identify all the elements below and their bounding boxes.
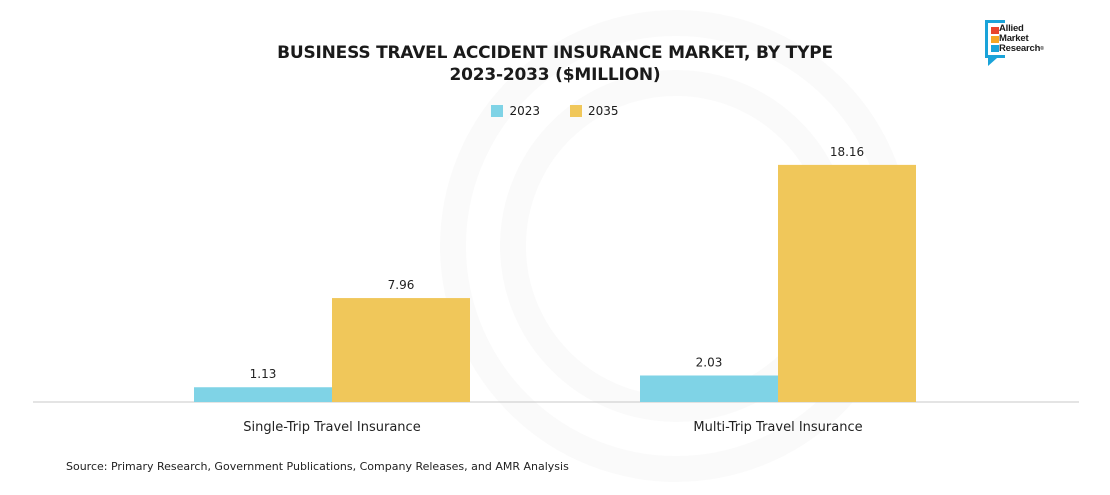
bar-2023-1 [194, 387, 332, 402]
logo-text: Allied Market Research® [999, 24, 1044, 54]
chart-title: BUSINESS TRAVEL ACCIDENT INSURANCE MARKE… [0, 42, 1110, 86]
bar-value-label-2023-1: 1.13 [250, 367, 277, 381]
bar-value-label-2035-2: 18.16 [830, 145, 864, 159]
bar-labels-group: 1.13 7.96 2.03 18.16 [250, 145, 865, 381]
allied-market-research-logo: Allied Market Research® [985, 20, 1075, 68]
legend-item-2023: 2023 [491, 104, 540, 118]
chart-title-line-1: BUSINESS TRAVEL ACCIDENT INSURANCE MARKE… [277, 43, 833, 63]
chart-legend: 2023 2035 [0, 104, 1110, 118]
logo-line-market: Market [999, 33, 1029, 44]
category-label-2: Multi-Trip Travel Insurance [693, 420, 862, 435]
logo-frame-icon [985, 20, 1005, 58]
category-label-1: Single-Trip Travel Insurance [243, 420, 420, 435]
source-note: Source: Primary Research, Government Pub… [66, 460, 569, 473]
logo-bar-orange [991, 36, 999, 43]
legend-item-2035: 2035 [570, 104, 619, 118]
legend-swatch-2035 [570, 105, 582, 117]
logo-bar-red [991, 27, 999, 34]
legend-label-2023: 2023 [509, 104, 540, 118]
registered-mark: ® [1040, 46, 1044, 52]
logo-line-research: Research [999, 43, 1041, 54]
logo-tail-icon [988, 58, 997, 66]
category-labels-group: Single-Trip Travel Insurance Multi-Trip T… [243, 420, 862, 435]
logo-line-allied: Allied [999, 23, 1024, 34]
bar-2023-2 [640, 375, 778, 402]
chart-title-line-2: 2023-2033 ($MILLION) [449, 65, 661, 85]
bar-2035-1 [332, 298, 470, 402]
logo-bar-blue [991, 45, 999, 52]
bar-value-label-2035-1: 7.96 [388, 278, 415, 292]
bar-2035-2 [778, 164, 916, 402]
legend-swatch-2023 [491, 105, 504, 117]
bar-value-label-2023-2: 2.03 [696, 355, 723, 369]
legend-label-2035: 2035 [588, 104, 619, 118]
bars-group [194, 164, 916, 402]
